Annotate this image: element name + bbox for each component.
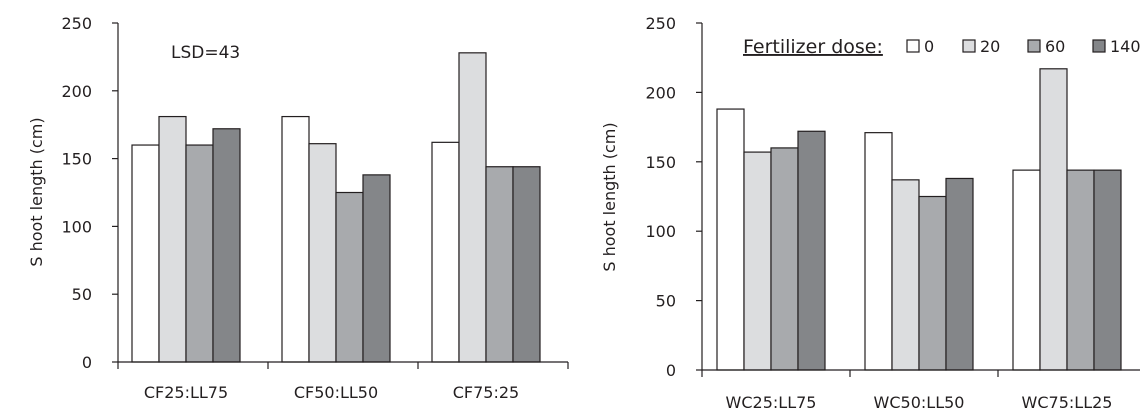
right-bar-0-2 [770, 147, 799, 371]
right-bar-1-1 [891, 179, 920, 371]
right-bar-0-3 [797, 130, 826, 371]
left-bar-1-1 [308, 143, 337, 363]
right-bar-2-1 [1039, 68, 1068, 371]
right-bar-0-0 [716, 108, 745, 371]
legend-label-2: 60 [1045, 37, 1065, 56]
right-chart: WC25:LL75 WC50:LL50 WC75:LL250501001502002… [600, 14, 1140, 412]
right-y-tick-label-2: 100 [645, 222, 676, 241]
left-bar-0-2 [185, 144, 214, 363]
right-bar-1-2 [918, 195, 947, 371]
left-lsd-annotation: LSD=43 [171, 43, 240, 63]
right-bar-1-0 [864, 132, 893, 371]
legend-label-1: 20 [980, 37, 1000, 56]
right-y-axis-label: S hoot length (cm) [600, 122, 619, 271]
left-y-tick-label-5: 250 [61, 14, 92, 33]
left-bar-0-0 [131, 144, 160, 363]
legend-title: Fertilizer dose: [743, 36, 883, 58]
legend-swatch-2 [1027, 39, 1041, 53]
left-category-label-0: CF25:LL75 [144, 383, 228, 402]
right-y-tick-label-5: 250 [645, 14, 676, 33]
left-bar-0-1 [158, 115, 187, 363]
left-bar-0-3 [212, 128, 241, 363]
legend-swatch-3 [1092, 39, 1106, 53]
left-bar-2-1 [458, 52, 487, 363]
right-category-label-2: WC75:LL25 [1022, 393, 1113, 412]
left-category-label-2: CF75:25 [453, 383, 519, 402]
left-bar-1-2 [335, 191, 364, 363]
left-y-tick-label-3: 150 [61, 150, 92, 169]
legend-label-3: 140 [1110, 37, 1141, 56]
right-y-tick-label-4: 200 [645, 83, 676, 102]
left-y-tick-label-1: 50 [72, 285, 92, 304]
legend: Fertilizer dose: 0 20 60 140 [743, 36, 1141, 58]
right-bar-1-3 [945, 177, 974, 371]
left-chart: CF25:LL75 CF50:LL50 CF75:25 0 50 100 150 200 250… [27, 14, 569, 402]
right-category-label-1: WC50:LL50 [874, 393, 965, 412]
left-bar-2-3 [512, 166, 541, 363]
left-category-label-1: CF50:LL50 [294, 383, 378, 402]
left-bar-1-3 [362, 174, 391, 363]
left-y-tick-label-4: 200 [61, 82, 92, 101]
left-bar-2-2 [485, 166, 514, 363]
legend-swatch-0 [906, 39, 920, 53]
right-bar-2-0 [1012, 169, 1041, 371]
legend-label-0: 0 [924, 37, 934, 56]
right-category-label-0: WC25:LL75 [726, 393, 817, 412]
legend-swatch-1 [962, 39, 976, 53]
right-y-tick-label-3: 150 [645, 153, 676, 172]
right-bar-2-2 [1066, 169, 1095, 371]
right-bar-0-1 [743, 151, 772, 371]
right-bar-2-3 [1093, 169, 1122, 371]
right-y-tick-label-0: 0 [666, 361, 676, 380]
left-y-tick-label-0: 0 [82, 353, 92, 372]
right-y-tick-label-1: 50 [656, 292, 676, 311]
left-y-tick-label-2: 100 [61, 217, 92, 236]
left-bar-2-0 [431, 141, 460, 363]
left-y-axis-label: S hoot length (cm) [27, 117, 46, 266]
left-bar-1-0 [281, 115, 310, 363]
